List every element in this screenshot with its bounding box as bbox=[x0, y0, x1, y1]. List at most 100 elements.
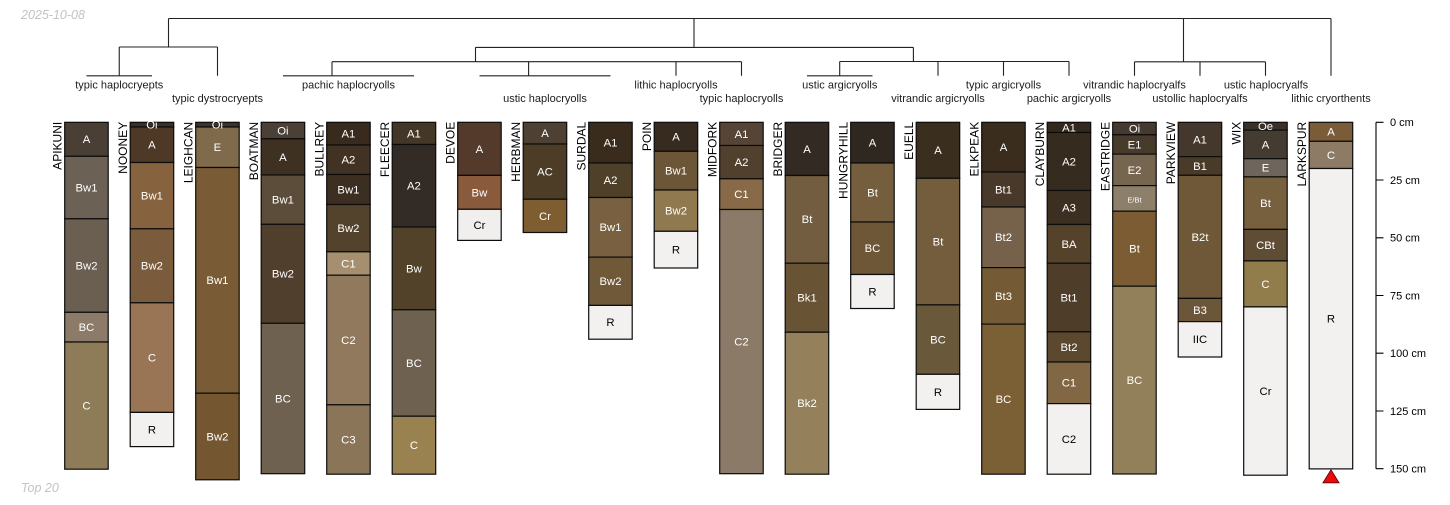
svg-text:A1: A1 bbox=[407, 128, 421, 140]
svg-text:R: R bbox=[672, 245, 680, 257]
svg-text:A: A bbox=[869, 138, 877, 150]
svg-text:C1: C1 bbox=[734, 189, 748, 201]
svg-text:R: R bbox=[934, 387, 942, 399]
svg-text:Bw2: Bw2 bbox=[141, 261, 163, 273]
svg-text:Bw2: Bw2 bbox=[206, 431, 228, 443]
svg-text:Oe: Oe bbox=[1258, 121, 1273, 133]
svg-text:A: A bbox=[672, 132, 680, 144]
svg-text:E1: E1 bbox=[1128, 139, 1142, 151]
svg-text:Bw2: Bw2 bbox=[272, 269, 294, 281]
svg-text:A2: A2 bbox=[735, 157, 749, 169]
svg-text:C: C bbox=[410, 440, 418, 452]
svg-text:WIX: WIX bbox=[1230, 122, 1244, 145]
svg-text:Bt1: Bt1 bbox=[995, 184, 1012, 196]
svg-text:A1: A1 bbox=[1193, 134, 1207, 146]
svg-text:PARKVIEW: PARKVIEW bbox=[1164, 121, 1178, 184]
svg-text:50 cm: 50 cm bbox=[1390, 233, 1420, 245]
svg-text:MIDFORK: MIDFORK bbox=[706, 122, 720, 177]
svg-text:Oi: Oi bbox=[146, 120, 157, 132]
svg-text:Bw1: Bw1 bbox=[665, 166, 687, 178]
svg-text:typic argicryolls: typic argicryolls bbox=[966, 80, 1042, 92]
svg-text:Bt: Bt bbox=[1260, 198, 1272, 210]
svg-text:LARKSPUR: LARKSPUR bbox=[1295, 121, 1309, 186]
svg-text:C1: C1 bbox=[1062, 378, 1076, 390]
svg-text:DEVOE: DEVOE bbox=[444, 122, 458, 164]
svg-text:C2: C2 bbox=[734, 337, 748, 349]
svg-text:A: A bbox=[476, 144, 484, 156]
svg-text:R: R bbox=[148, 424, 156, 436]
svg-text:C2: C2 bbox=[341, 335, 355, 347]
svg-text:Bw1: Bw1 bbox=[76, 183, 98, 195]
svg-text:Top 20: Top 20 bbox=[21, 481, 59, 495]
svg-text:E/Bt: E/Bt bbox=[1127, 195, 1142, 204]
svg-text:BRIDGER: BRIDGER bbox=[771, 121, 785, 176]
svg-text:Bw2: Bw2 bbox=[76, 260, 98, 272]
svg-text:75 cm: 75 cm bbox=[1390, 290, 1420, 302]
svg-text:lithic cryorthents: lithic cryorthents bbox=[1291, 93, 1371, 105]
svg-text:C: C bbox=[1261, 279, 1269, 291]
svg-text:BC: BC bbox=[1127, 375, 1143, 387]
svg-text:SURDAL: SURDAL bbox=[575, 121, 589, 170]
svg-text:C1: C1 bbox=[341, 258, 355, 270]
svg-text:A: A bbox=[279, 152, 287, 164]
svg-text:Bt2: Bt2 bbox=[995, 232, 1012, 244]
svg-text:POIN: POIN bbox=[640, 122, 654, 151]
svg-text:EUELL: EUELL bbox=[902, 121, 916, 159]
svg-text:A: A bbox=[934, 145, 942, 157]
svg-text:HERBMAN: HERBMAN bbox=[509, 122, 523, 182]
svg-text:lithic haplocryolls: lithic haplocryolls bbox=[634, 80, 718, 92]
svg-text:A2: A2 bbox=[1062, 156, 1076, 168]
svg-text:B3: B3 bbox=[1193, 305, 1207, 317]
svg-text:Bw1: Bw1 bbox=[141, 191, 163, 203]
svg-text:0 cm: 0 cm bbox=[1390, 117, 1414, 129]
svg-text:ELKPEAK: ELKPEAK bbox=[968, 122, 982, 177]
svg-text:Cr: Cr bbox=[1260, 386, 1272, 398]
svg-text:Bw1: Bw1 bbox=[272, 195, 294, 207]
svg-text:BC: BC bbox=[930, 335, 946, 347]
svg-text:Bt: Bt bbox=[802, 214, 814, 226]
svg-text:Bw: Bw bbox=[472, 187, 489, 199]
svg-text:R: R bbox=[868, 286, 876, 298]
svg-text:A1: A1 bbox=[1062, 122, 1076, 134]
svg-text:BOATMAN: BOATMAN bbox=[247, 122, 261, 180]
svg-text:AC: AC bbox=[537, 167, 553, 179]
svg-text:A: A bbox=[1000, 142, 1008, 154]
svg-text:R: R bbox=[1327, 314, 1335, 326]
svg-text:B2t: B2t bbox=[1192, 232, 1210, 244]
svg-text:vitrandic argicryolls: vitrandic argicryolls bbox=[891, 93, 985, 105]
svg-text:Bt: Bt bbox=[1129, 244, 1141, 256]
svg-text:A: A bbox=[1327, 127, 1335, 139]
svg-text:ustollic haplocryalfs: ustollic haplocryalfs bbox=[1152, 93, 1248, 105]
svg-text:pachic haplocryolls: pachic haplocryolls bbox=[302, 80, 395, 92]
svg-text:C2: C2 bbox=[1062, 434, 1076, 446]
svg-text:APIKUNI: APIKUNI bbox=[51, 122, 65, 170]
svg-text:Bt3: Bt3 bbox=[995, 291, 1012, 303]
svg-text:A2: A2 bbox=[604, 175, 618, 187]
svg-text:BC: BC bbox=[996, 394, 1012, 406]
svg-text:Bw1: Bw1 bbox=[206, 275, 228, 287]
svg-text:C: C bbox=[1327, 150, 1335, 162]
svg-text:HUNGRYHILL: HUNGRYHILL bbox=[837, 121, 851, 198]
svg-text:Oi: Oi bbox=[277, 126, 288, 138]
svg-text:vitrandic haplocryalfs: vitrandic haplocryalfs bbox=[1083, 80, 1186, 92]
svg-text:Bt1: Bt1 bbox=[1061, 292, 1078, 304]
svg-text:Bw2: Bw2 bbox=[337, 223, 359, 235]
svg-text:CBt: CBt bbox=[1256, 240, 1276, 252]
svg-text:BC: BC bbox=[865, 243, 881, 255]
svg-text:FLEECER: FLEECER bbox=[378, 121, 392, 177]
svg-text:A: A bbox=[803, 144, 811, 156]
svg-text:LEIGHCAN: LEIGHCAN bbox=[182, 122, 196, 183]
svg-text:A1: A1 bbox=[735, 129, 749, 141]
svg-text:ustic haplocryolls: ustic haplocryolls bbox=[503, 93, 587, 105]
svg-text:R: R bbox=[606, 317, 614, 329]
svg-text:typic dystrocryepts: typic dystrocryepts bbox=[172, 93, 264, 105]
svg-text:Bw1: Bw1 bbox=[337, 184, 359, 196]
svg-text:A1: A1 bbox=[341, 129, 355, 141]
svg-text:Bw2: Bw2 bbox=[600, 276, 622, 288]
svg-text:CLAYBURN: CLAYBURN bbox=[1033, 122, 1047, 186]
svg-text:25 cm: 25 cm bbox=[1390, 175, 1420, 187]
svg-text:E: E bbox=[1262, 163, 1270, 175]
svg-text:EASTRIDGE: EASTRIDGE bbox=[1099, 122, 1113, 191]
svg-text:B1: B1 bbox=[1193, 161, 1207, 173]
svg-text:typic haplocryepts: typic haplocryepts bbox=[75, 80, 164, 92]
